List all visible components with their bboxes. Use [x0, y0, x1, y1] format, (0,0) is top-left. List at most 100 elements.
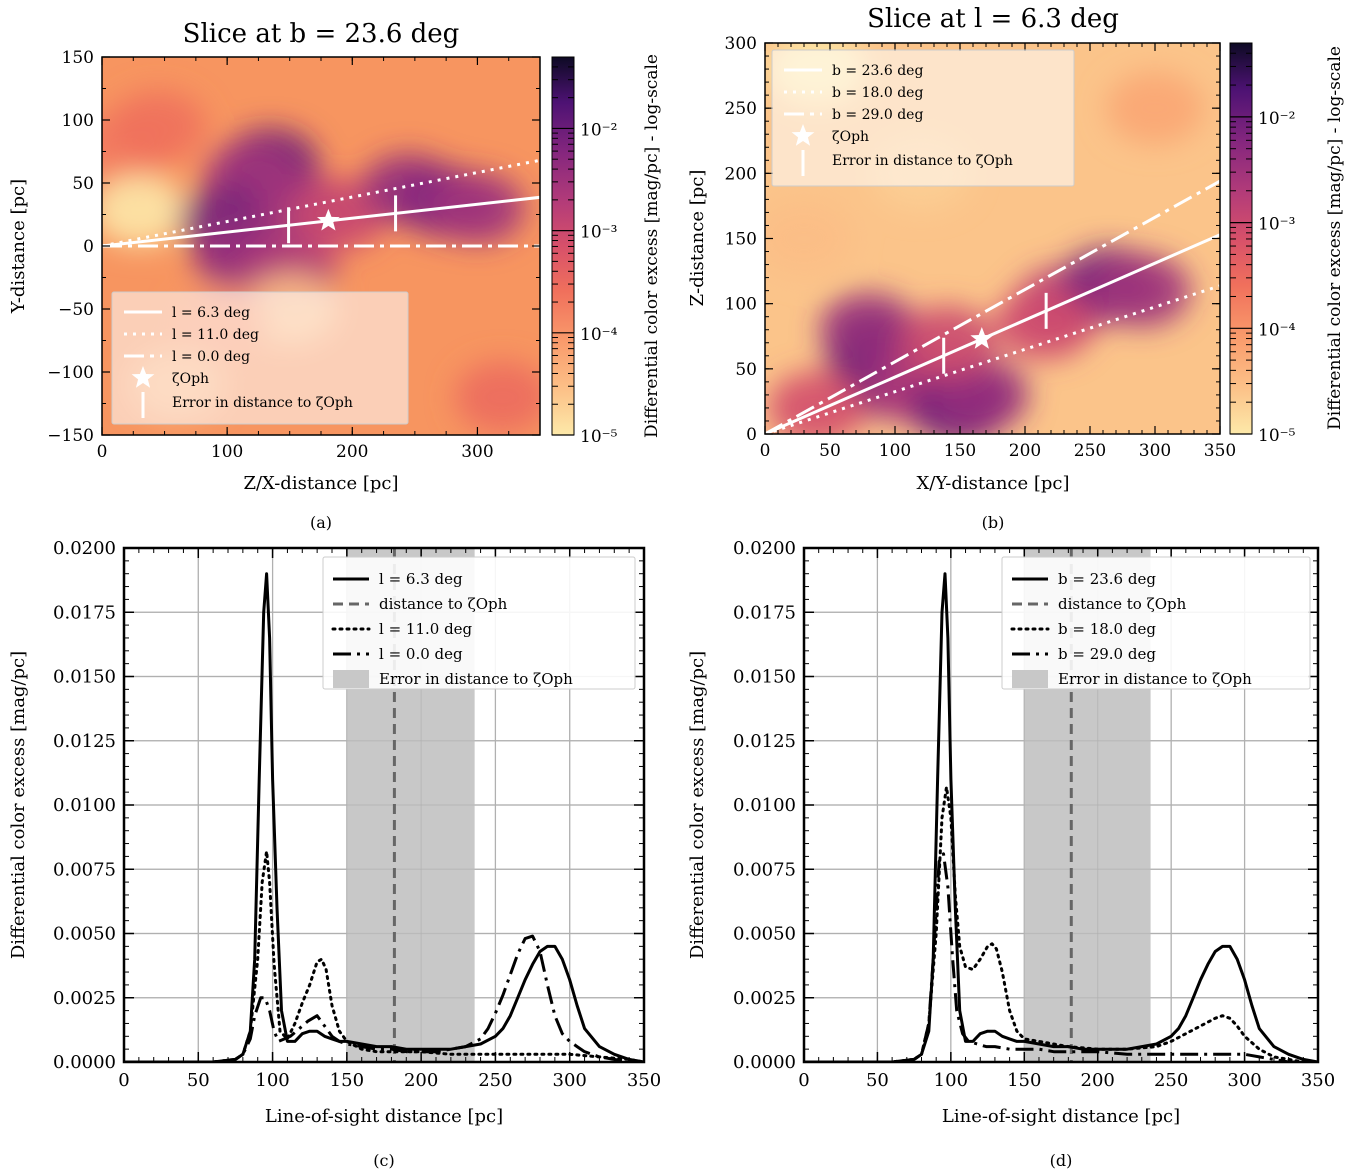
y-tick-label: 0.0125: [53, 731, 116, 752]
y-tick-label: 150: [725, 230, 757, 250]
x-tick-label: 300: [1227, 1070, 1261, 1091]
dust-cloud: [429, 172, 525, 244]
x-tick-label: 50: [819, 441, 841, 461]
panel-a-title: Slice at b = 23.6 deg: [183, 19, 460, 49]
legend-band: [1012, 670, 1048, 688]
colorbar-tick-label: 10⁻⁵: [1258, 426, 1296, 446]
dust-cloud: [768, 371, 866, 434]
dust-cloud: [110, 90, 206, 162]
y-tick-label: 0.0150: [733, 667, 796, 688]
panel-d-legend: b = 23.6 deg distance to ζOph b = 18.0 deg…: [1001, 556, 1311, 690]
legend-label: b = 18.0 deg: [832, 85, 923, 101]
dust-cloud: [102, 175, 188, 247]
y-tick-label: 250: [725, 99, 757, 119]
legend-label: l = 6.3 deg: [172, 305, 250, 321]
colorbar-tick-label: 10⁻⁵: [580, 427, 618, 447]
x-tick-label: 150: [1007, 1070, 1041, 1091]
legend-label: Error in distance to ζOph: [172, 395, 353, 411]
legend-label: distance to ζOph: [379, 595, 508, 613]
series-line: [804, 852, 1318, 1062]
legend-label: l = 0.0 deg: [379, 645, 463, 663]
legend-label: b = 23.6 deg: [832, 63, 923, 79]
panel-c-ylabel: Differential color excess [mag/pc]: [8, 651, 29, 959]
y-tick-label: 200: [725, 164, 757, 184]
y-tick-label: 300: [725, 34, 757, 54]
x-tick-label: 0: [118, 1070, 129, 1091]
panel-a-ylabel: Y-distance [pc]: [8, 179, 29, 314]
x-tick-label: 200: [1081, 1070, 1115, 1091]
panel-a-legend: l = 6.3 deg l = 11.0 deg l = 0.0 deg ζOph Er…: [111, 291, 409, 425]
legend-label: distance to ζOph: [1058, 595, 1187, 613]
legend-label: ζOph: [172, 371, 209, 387]
legend-box: [771, 49, 1075, 187]
sight-line: [102, 195, 540, 248]
panel-b-ylabel: Z-distance [pc]: [687, 170, 708, 307]
series-line: [124, 572, 644, 1062]
colorbar-tick-label: 10⁻²: [580, 120, 617, 140]
dust-cloud: [1106, 71, 1204, 145]
y-tick-label: 0.0000: [53, 1052, 116, 1073]
panel-a-heatmap: Slice at b = 23.6 deg 0 100 200 300 −150 −100…: [8, 19, 662, 532]
y-tick-label: 100: [62, 111, 94, 131]
sight-line: [765, 284, 1220, 434]
panel-b-legend: b = 23.6 deg b = 18.0 deg b = 29.0 deg ζOph…: [771, 49, 1075, 187]
dust-cloud: [820, 293, 918, 367]
series-line: [124, 849, 644, 1062]
legend-label: ζOph: [832, 129, 869, 145]
x-tick-label: 100: [255, 1070, 289, 1091]
x-tick-label: 150: [330, 1070, 364, 1091]
legend-label: b = 29.0 deg: [832, 107, 923, 123]
y-tick-label: 150: [62, 48, 94, 68]
y-tick-label: 0.0175: [53, 602, 116, 623]
x-tick-label: 50: [866, 1070, 889, 1091]
dust-cloud: [454, 361, 540, 433]
x-tick-label: 250: [1154, 1070, 1188, 1091]
panel-c-xlabel: Line-of-sight distance [pc]: [265, 1106, 503, 1127]
legend-box: [111, 291, 409, 425]
y-tick-label: 0.0075: [53, 859, 116, 880]
x-tick-label: 300: [461, 442, 493, 462]
x-tick-label: 300: [1139, 441, 1171, 461]
panel-a-xlabel: Z/X-distance [pc]: [243, 473, 398, 494]
panel-b-colorbar-label: Differential color excess [mag/pc] - log…: [1325, 46, 1345, 430]
panel-d-ylabel: Differential color excess [mag/pc]: [687, 651, 708, 959]
y-tick-label: 0.0025: [733, 988, 796, 1009]
panel-a-caption: (a): [310, 513, 332, 532]
sight-line: [765, 179, 1220, 434]
legend-label: l = 0.0 deg: [172, 349, 250, 365]
y-tick-label: 0.0200: [53, 538, 116, 559]
y-tick-label: −50: [58, 300, 94, 320]
x-tick-label: 200: [336, 442, 368, 462]
x-tick-label: 0: [798, 1070, 809, 1091]
x-tick-label: 0: [760, 441, 771, 461]
x-tick-label: 0: [97, 442, 108, 462]
x-tick-label: 350: [1204, 441, 1236, 461]
x-tick-label: 150: [944, 441, 976, 461]
legend-label: Error in distance to ζOph: [1058, 670, 1252, 688]
legend-label: l = 11.0 deg: [379, 620, 473, 638]
panel-b-caption: (b): [982, 513, 1005, 532]
y-tick-label: 0: [83, 237, 94, 257]
panel-b-title: Slice at l = 6.3 deg: [867, 4, 1119, 34]
series-line: [124, 934, 644, 1062]
legend-label: b = 18.0 deg: [1058, 620, 1156, 638]
y-tick-label: 0: [746, 425, 757, 445]
x-tick-label: 100: [879, 441, 911, 461]
x-tick-label: 350: [1301, 1070, 1335, 1091]
y-tick-label: 0.0200: [733, 538, 796, 559]
panel-d-xlabel: Line-of-sight distance [pc]: [942, 1106, 1180, 1127]
panel-b-heatmap: Slice at l = 6.3 deg 0 50 100 150 200 250 300 3…: [687, 4, 1345, 532]
colorbar-tick-label: 10⁻⁴: [1258, 320, 1296, 340]
x-tick-label: 100: [211, 442, 243, 462]
y-tick-label: 50: [72, 174, 94, 194]
legend-label: l = 11.0 deg: [172, 327, 259, 343]
y-tick-label: 0.0100: [53, 795, 116, 816]
y-tick-label: 0.0075: [733, 859, 796, 880]
y-tick-label: 100: [725, 295, 757, 315]
legend-band: [333, 670, 369, 688]
x-tick-label: 50: [187, 1070, 210, 1091]
y-tick-label: −150: [47, 426, 94, 446]
dust-cloud: [1093, 254, 1191, 328]
y-tick-label: −100: [47, 363, 94, 383]
